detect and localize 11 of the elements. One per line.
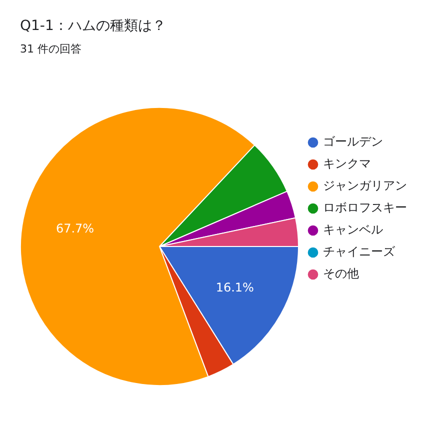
legend-label: その他 <box>323 266 359 281</box>
data-label: 67.7% <box>56 222 94 236</box>
legend-label: ジャンガリアン <box>323 178 407 193</box>
legend-label: ロボロフスキー <box>323 200 407 215</box>
legend-label: ゴールデン <box>323 134 383 149</box>
legend-label: チャイニーズ <box>323 244 396 259</box>
chart-subtitle: 31 件の回答 <box>20 42 82 56</box>
legend-label: キンクマ <box>323 156 371 171</box>
data-label: 16.1% <box>216 280 254 294</box>
legend-label: キャンベル <box>323 222 383 237</box>
chart-title: Q1-1：ハムの種類は？ <box>20 18 166 34</box>
